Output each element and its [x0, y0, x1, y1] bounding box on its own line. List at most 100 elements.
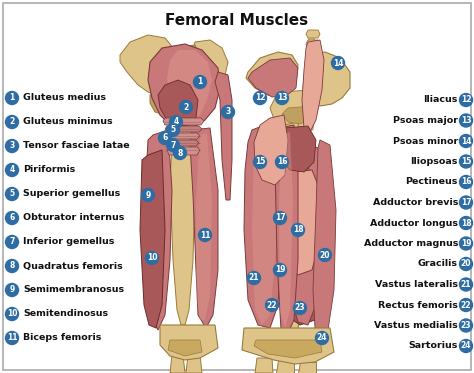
- Circle shape: [273, 211, 286, 225]
- Text: Gluteus minimus: Gluteus minimus: [23, 117, 113, 126]
- Circle shape: [459, 298, 473, 311]
- Polygon shape: [280, 170, 322, 275]
- Text: 4: 4: [9, 166, 15, 175]
- Polygon shape: [248, 58, 298, 97]
- Text: 3: 3: [225, 107, 231, 116]
- Circle shape: [6, 140, 18, 153]
- Text: 10: 10: [7, 310, 17, 319]
- Text: 19: 19: [461, 239, 471, 248]
- Text: 13: 13: [277, 94, 287, 103]
- Polygon shape: [160, 325, 218, 360]
- Circle shape: [166, 138, 180, 151]
- Polygon shape: [215, 72, 232, 200]
- Text: 19: 19: [275, 266, 285, 275]
- Text: Quadratus femoris: Quadratus femoris: [23, 261, 123, 270]
- Text: Vastus medialis: Vastus medialis: [374, 321, 458, 330]
- Circle shape: [319, 248, 331, 261]
- Text: 15: 15: [461, 157, 471, 166]
- Text: 14: 14: [461, 137, 471, 145]
- Circle shape: [247, 272, 261, 285]
- Polygon shape: [252, 125, 276, 325]
- Polygon shape: [140, 150, 165, 328]
- Polygon shape: [167, 147, 200, 155]
- Circle shape: [331, 56, 345, 69]
- Text: 17: 17: [275, 213, 285, 223]
- Polygon shape: [255, 358, 273, 373]
- Text: 1: 1: [9, 94, 15, 103]
- Text: 1: 1: [197, 78, 202, 87]
- Text: 5: 5: [171, 125, 175, 135]
- Polygon shape: [163, 118, 204, 125]
- Circle shape: [166, 123, 180, 137]
- Text: 21: 21: [249, 273, 259, 282]
- Polygon shape: [170, 355, 185, 373]
- Polygon shape: [306, 60, 320, 68]
- Text: Sartorius: Sartorius: [409, 342, 458, 351]
- Text: 10: 10: [147, 254, 157, 263]
- Text: 2: 2: [183, 103, 189, 112]
- Polygon shape: [158, 80, 198, 126]
- Circle shape: [273, 263, 286, 276]
- Text: 20: 20: [320, 251, 330, 260]
- Circle shape: [170, 116, 182, 129]
- Text: Iliacus: Iliacus: [424, 95, 458, 104]
- Polygon shape: [145, 130, 172, 330]
- Circle shape: [6, 235, 18, 248]
- Text: Pectineus: Pectineus: [406, 178, 458, 186]
- Circle shape: [459, 257, 473, 270]
- Circle shape: [6, 188, 18, 201]
- Text: 5: 5: [9, 189, 15, 198]
- Text: 16: 16: [461, 178, 471, 186]
- Polygon shape: [170, 45, 200, 108]
- Text: 23: 23: [461, 321, 471, 330]
- Text: 18: 18: [292, 226, 303, 235]
- Text: 8: 8: [9, 261, 15, 270]
- Circle shape: [6, 307, 18, 320]
- Polygon shape: [275, 125, 298, 335]
- Polygon shape: [167, 50, 212, 120]
- Text: Adductor longus: Adductor longus: [370, 219, 458, 228]
- Circle shape: [459, 339, 473, 352]
- Text: Rectus femoris: Rectus femoris: [378, 301, 458, 310]
- Polygon shape: [186, 355, 202, 373]
- Polygon shape: [290, 140, 326, 325]
- Circle shape: [316, 332, 328, 345]
- Polygon shape: [276, 360, 294, 373]
- Polygon shape: [190, 40, 228, 95]
- Text: 11: 11: [200, 231, 210, 239]
- FancyBboxPatch shape: [3, 3, 471, 370]
- Polygon shape: [306, 30, 320, 38]
- Text: 9: 9: [146, 191, 151, 200]
- Polygon shape: [270, 90, 318, 130]
- Polygon shape: [168, 340, 202, 356]
- Polygon shape: [306, 50, 320, 58]
- Text: 7: 7: [9, 238, 15, 247]
- Text: Semimembranosus: Semimembranosus: [23, 285, 124, 295]
- Text: 22: 22: [267, 301, 277, 310]
- Circle shape: [459, 216, 473, 229]
- Polygon shape: [279, 132, 293, 328]
- Text: Gluteus medius: Gluteus medius: [23, 94, 106, 103]
- Text: 11: 11: [7, 333, 17, 342]
- Circle shape: [265, 298, 279, 311]
- Text: 13: 13: [461, 116, 471, 125]
- Circle shape: [459, 176, 473, 188]
- Text: 24: 24: [317, 333, 327, 342]
- Circle shape: [221, 106, 235, 119]
- Circle shape: [459, 114, 473, 127]
- Polygon shape: [307, 35, 316, 130]
- Circle shape: [6, 91, 18, 104]
- Polygon shape: [298, 362, 316, 373]
- Text: 23: 23: [295, 304, 305, 313]
- Polygon shape: [167, 133, 200, 139]
- Text: Semitendinosus: Semitendinosus: [23, 310, 108, 319]
- Polygon shape: [150, 85, 178, 115]
- Text: Superior gemellus: Superior gemellus: [23, 189, 120, 198]
- Text: Biceps femoris: Biceps femoris: [23, 333, 101, 342]
- Circle shape: [6, 332, 18, 345]
- Text: Psoas major: Psoas major: [393, 116, 458, 125]
- Text: Adductor brevis: Adductor brevis: [373, 198, 458, 207]
- Text: 14: 14: [333, 59, 343, 68]
- Circle shape: [459, 319, 473, 332]
- Polygon shape: [254, 115, 288, 185]
